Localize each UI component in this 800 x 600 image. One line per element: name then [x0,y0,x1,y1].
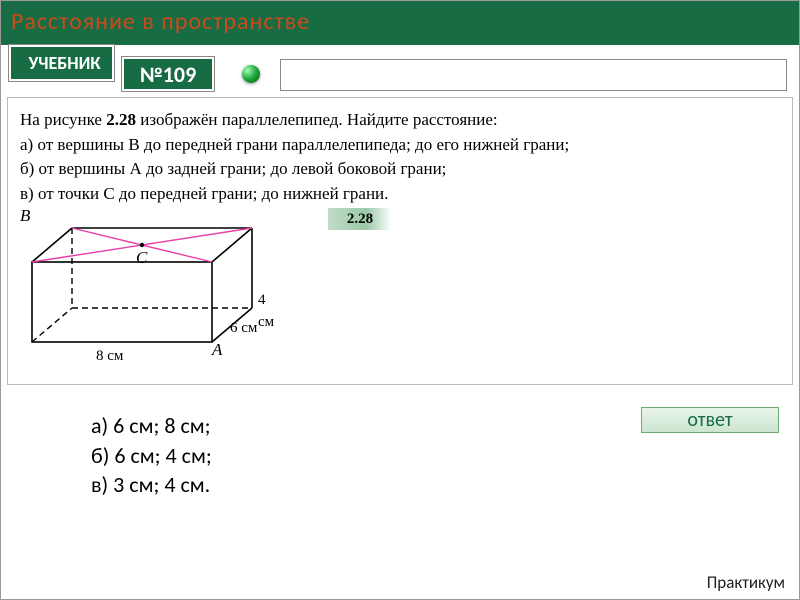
textbook-button[interactable]: УЧЕБНИК [9,45,114,81]
slide: Расстояние в пространстве УЧЕБНИК №109 Н… [0,0,800,600]
answers-block: а) 6 см; 8 см; б) 6 см; 4 см; в) 3 см; 4… [91,411,212,500]
dim-depth: 6 см [230,318,257,340]
dim-height: 4 см [258,290,274,334]
line-c: в) от точки С до передней грани; до нижн… [20,184,388,203]
blank-box [280,59,787,91]
vertex-c-label: С [136,246,147,271]
dim-width: 8 см [96,346,123,368]
intro-pre: На рисунке [20,110,106,129]
problem-number-button[interactable]: №109 [122,57,214,91]
footer-label: Практикум [707,572,785,593]
line-a: а) от вершины В до передней грани паралл… [20,135,569,154]
fig-ref: 2.28 [106,110,136,129]
vertex-b-label: В [20,204,30,229]
intro-post: изображён параллелепипед. Найдите рассто… [136,110,498,129]
header-bar: Расстояние в пространстве [1,1,799,45]
page-title: Расстояние в пространстве [11,7,310,36]
vertex-a-label: A [212,338,222,363]
parallelepiped-diagram: В С A 4 см 6 см 8 см [12,202,272,382]
answer-b: б) 6 см; 4 см; [91,441,212,471]
answer-button-label: ответ [687,408,732,432]
textbook-label: УЧЕБНИК [28,55,100,71]
answer-c: в) 3 см; 4 см. [91,470,212,500]
green-sphere-icon [242,65,260,83]
answer-button[interactable]: ответ [641,407,779,433]
problem-area: На рисунке 2.28 изображён параллелепипед… [7,97,793,385]
figure-label: 2.28 [328,208,392,230]
problem-number-label: №109 [140,61,196,88]
nav-row: УЧЕБНИК №109 [1,45,799,95]
answer-a: а) 6 см; 8 см; [91,411,212,441]
line-b: б) от вершины А до задней грани; до лево… [20,159,446,178]
problem-text: На рисунке 2.28 изображён параллелепипед… [20,108,780,207]
